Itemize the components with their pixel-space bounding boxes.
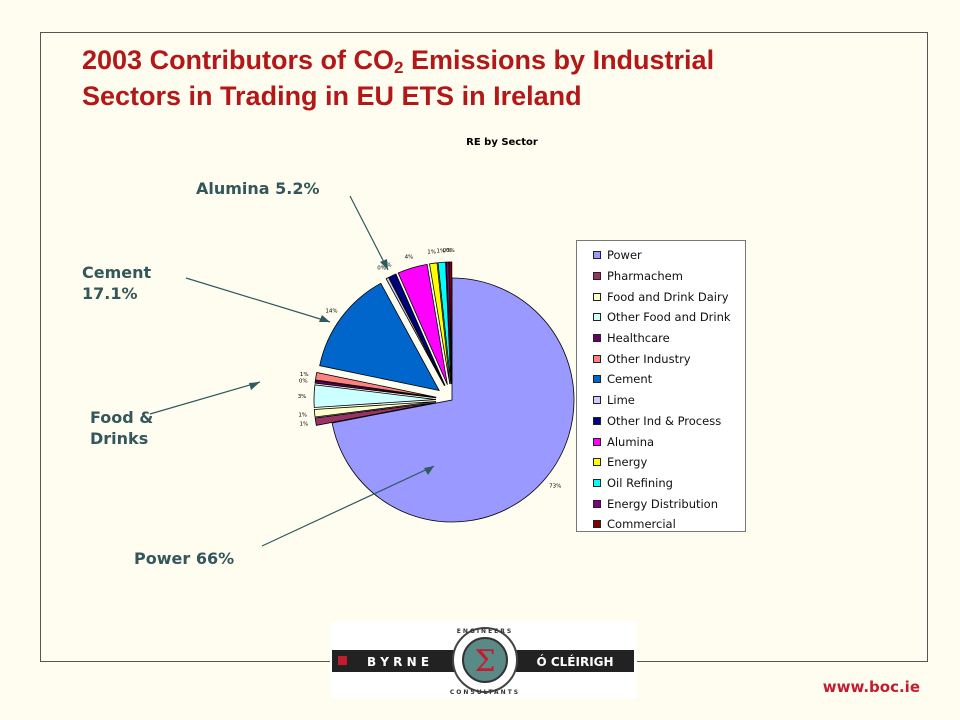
legend-item: Pharmachem xyxy=(577,266,745,287)
alumina-arrow xyxy=(349,195,389,271)
legend-item: Other Ind & Process xyxy=(577,411,745,432)
pie-slice-food-and-drink-dairy xyxy=(313,401,437,418)
legend-label: Energy xyxy=(607,455,648,470)
pie-label-healthcare: 0% xyxy=(299,378,308,384)
legend-item: Other Industry xyxy=(577,348,745,369)
legend-swatch xyxy=(593,334,601,343)
svg-text:B Y R N E: B Y R N E xyxy=(367,655,429,669)
pie-label-energy: 1% xyxy=(427,249,436,255)
pie-label-other-industry: 1% xyxy=(300,372,309,378)
pie-slice-energy xyxy=(429,262,451,385)
slide-title: 2003 Contributors of CO2 Emissions by In… xyxy=(82,45,715,111)
legend-item: Lime xyxy=(577,390,745,411)
legend-label: Food and Drink Dairy xyxy=(607,289,729,304)
pie-label-lime: 0% xyxy=(377,266,386,272)
legend-swatch xyxy=(593,375,601,384)
pie-slice-other-industry xyxy=(315,371,437,398)
pie-label-alumina: 4% xyxy=(405,254,414,260)
pie-slice-healthcare xyxy=(314,380,437,399)
power-arrowhead xyxy=(424,466,434,475)
svg-text:Ó CLÉIRIGH: Ó CLÉIRIGH xyxy=(536,654,613,669)
legend-item: Power xyxy=(577,245,745,266)
legend-item: Healthcare xyxy=(577,328,745,349)
pie-slice-other-food-and-drink xyxy=(313,384,437,408)
legend-item: Alumina xyxy=(577,431,745,452)
legend-label: Lime xyxy=(607,393,635,408)
food-arrow xyxy=(149,381,261,415)
legend-swatch xyxy=(593,396,601,405)
legend-swatch xyxy=(593,313,601,322)
legend-swatch xyxy=(593,478,601,487)
pie-label-energy-distribution: 0% xyxy=(443,248,452,254)
legend-label: Power xyxy=(607,248,642,263)
legend-swatch xyxy=(593,437,601,446)
legend-swatch xyxy=(593,458,601,467)
legend-item: Food and Drink Dairy xyxy=(577,286,745,307)
svg-text:Σ: Σ xyxy=(474,644,495,679)
pie-slice-lime xyxy=(385,276,445,387)
company-logo: B Y R N E Ó CLÉIRIGH Σ ENGINEERS CONSULT… xyxy=(330,622,637,698)
legend-label: Other Food and Drink xyxy=(607,310,731,325)
legend-swatch xyxy=(593,354,601,363)
legend-swatch xyxy=(593,292,601,301)
legend-label: Pharmachem xyxy=(607,269,683,284)
pie-label-food-and-drink-dairy: 1% xyxy=(298,412,307,418)
pie-label-other-food-and-drink: 3% xyxy=(298,394,307,400)
chart-legend: Power Pharmachem Food and Drink Dairy Other… xyxy=(576,240,746,532)
legend-label: Cement xyxy=(607,372,653,387)
callout-cement: Cement 17.1% xyxy=(82,263,152,303)
legend-label: Commercial xyxy=(607,517,676,532)
legend-label: Alumina xyxy=(607,434,655,449)
pie-slice-alumina xyxy=(397,263,448,385)
alumina-arrowhead xyxy=(380,259,388,270)
pie-label-oil-refining: 1% xyxy=(436,248,445,254)
legend-swatch xyxy=(593,499,601,508)
legend-swatch xyxy=(593,272,601,281)
pie-label-power: 73% xyxy=(549,483,561,489)
pie-label-commercial: 0% xyxy=(446,248,455,254)
callout-alumina: Alumina 5.2% xyxy=(196,179,320,198)
legend-label: Other Industry xyxy=(607,351,691,366)
chart-title: RE by Sector xyxy=(466,137,538,148)
pie-slice-oil-refining xyxy=(437,261,452,385)
legend-item: Energy Distribution xyxy=(577,493,745,514)
pie-label-cement: 14% xyxy=(325,309,337,315)
pie-slice-other-ind-process xyxy=(388,273,446,386)
pie-slice-commercial xyxy=(448,261,453,385)
legend-swatch xyxy=(593,416,601,425)
power-arrow xyxy=(261,465,435,547)
cement-arrowhead xyxy=(319,315,330,322)
legend-item: Commercial xyxy=(577,514,745,535)
legend-item: Cement xyxy=(577,369,745,390)
legend-label: Energy Distribution xyxy=(607,496,719,511)
legend-item: Oil Refining xyxy=(577,473,745,494)
website-link[interactable]: www.boc.ie xyxy=(822,678,920,696)
pie-label-pharmachem: 1% xyxy=(300,422,309,428)
pie-slice-power xyxy=(331,277,575,523)
cement-arrow xyxy=(185,277,331,323)
svg-text:CONSULTANTS: CONSULTANTS xyxy=(450,689,520,696)
legend-item: Energy xyxy=(577,452,745,473)
legend-item: Other Food and Drink xyxy=(577,307,745,328)
callout-power: Power 66% xyxy=(134,549,235,568)
legend-label: Other Ind & Process xyxy=(607,413,722,428)
legend-swatch xyxy=(593,520,601,529)
legend-label: Oil Refining xyxy=(607,475,673,490)
pie-slice-cement xyxy=(319,282,440,392)
svg-text:ENGINEERS: ENGINEERS xyxy=(457,628,513,635)
food-arrowhead xyxy=(249,382,260,390)
callout-food-drinks: Food & Drinks xyxy=(90,408,154,448)
legend-label: Healthcare xyxy=(607,331,670,346)
pie-slice-pharmachem xyxy=(314,402,437,426)
legend-swatch xyxy=(593,251,601,260)
